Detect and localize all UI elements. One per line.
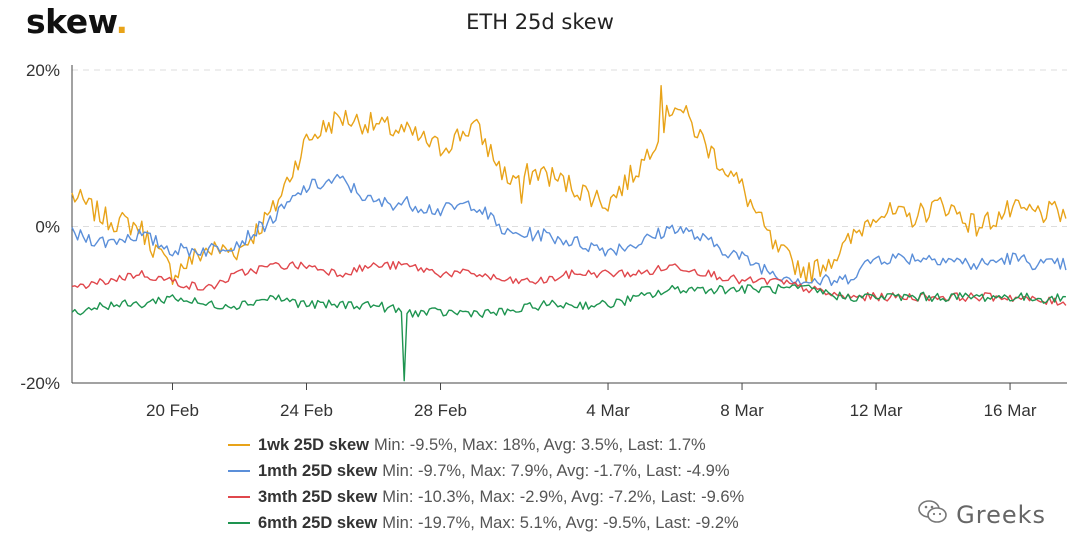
grid-lines xyxy=(72,69,1067,384)
y-tick-label: 0% xyxy=(35,218,60,237)
x-tick-label: 4 Mar xyxy=(586,401,630,420)
legend-series-name: 3mth 25D skew xyxy=(258,487,378,506)
series-line-1mth-25d-skew xyxy=(71,173,1067,287)
legend-swatch xyxy=(228,470,250,472)
legend-series-stats: Min: -19.7%, Max: 5.1%, Avg: -9.5%, Last… xyxy=(382,513,739,532)
legend-swatch xyxy=(228,522,250,524)
legend-series-name: 6mth 25D skew xyxy=(258,513,378,532)
x-tick-label: 24 Feb xyxy=(280,401,333,420)
series-lines xyxy=(71,84,1067,382)
series-line-3mth-25d-skew xyxy=(71,260,1067,306)
wechat-icon xyxy=(918,499,948,531)
legend-swatch xyxy=(228,444,250,446)
x-tick-label: 16 Mar xyxy=(984,401,1037,420)
legend-series-name: 1wk 25D skew xyxy=(258,435,369,454)
x-tick-label: 28 Feb xyxy=(414,401,467,420)
legend-item[interactable]: 3mth 25D skew Min: -10.3%, Max: -2.9%, Av… xyxy=(228,484,744,510)
watermark: Greeks xyxy=(918,499,1046,531)
chart-title: ETH 25d skew xyxy=(466,10,614,34)
skew-logo: skew. xyxy=(26,2,128,41)
legend-series-stats: Min: -9.5%, Max: 18%, Avg: 3.5%, Last: 1… xyxy=(374,435,706,454)
legend-series-stats: Min: -10.3%, Max: -2.9%, Avg: -7.2%, Las… xyxy=(382,487,745,506)
x-tick-label: 12 Mar xyxy=(850,401,903,420)
legend-item[interactable]: 6mth 25D skew Min: -19.7%, Max: 5.1%, Avg… xyxy=(228,510,744,536)
y-tick-label: -20% xyxy=(20,374,60,393)
series-line-6mth-25d-skew xyxy=(71,283,1066,382)
x-tick-label: 8 Mar xyxy=(720,401,764,420)
series-line-1wk-25d-skew xyxy=(71,84,1067,285)
legend-item[interactable]: 1mth 25D skew Min: -9.7%, Max: 7.9%, Avg:… xyxy=(228,458,744,484)
legend: 1wk 25D skew Min: -9.5%, Max: 18%, Avg: 3… xyxy=(228,432,744,536)
y-tick-label: 20% xyxy=(26,61,60,80)
legend-swatch xyxy=(228,496,250,498)
legend-series-stats: Min: -9.7%, Max: 7.9%, Avg: -1.7%, Last:… xyxy=(382,461,730,480)
x-tick-label: 20 Feb xyxy=(146,401,199,420)
legend-series-name: 1mth 25D skew xyxy=(258,461,378,480)
watermark-text: Greeks xyxy=(956,501,1046,529)
legend-item[interactable]: 1wk 25D skew Min: -9.5%, Max: 18%, Avg: 3… xyxy=(228,432,744,458)
axes: 20% 0% -20% 20 Feb 24 Feb 28 Feb 4 Mar 8 Mar 12 … xyxy=(20,61,1067,420)
